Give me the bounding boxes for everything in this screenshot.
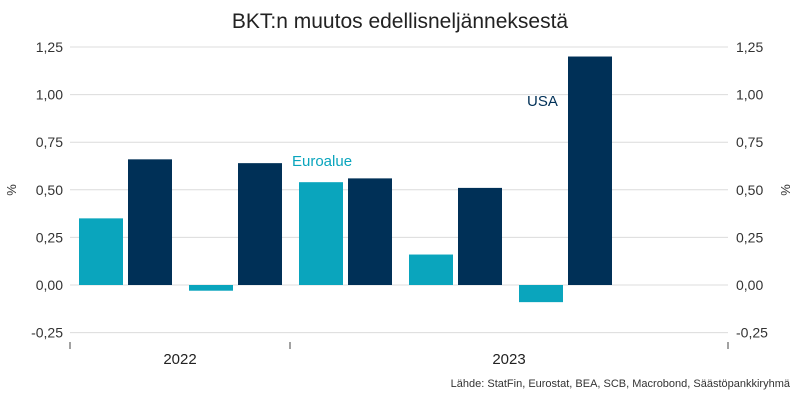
bar-euroalue-5 [519,285,563,303]
y-tick-label-left: -0,25 [31,325,63,341]
y-axis-label-left: % [4,184,19,196]
y-tick-label-right: 1,25 [736,39,763,55]
bar-euroalue-2 [189,285,233,291]
x-tick-label-2023: 2023 [492,351,525,368]
bar-usa-1 [128,159,172,285]
y-tick-label-left: 0,25 [36,229,63,245]
bar-usa-2 [238,163,282,285]
y-tick-label-right: -0,25 [736,325,768,341]
y-tick-label-right: 0,25 [736,229,763,245]
y-tick-label-right: 0,00 [736,277,763,293]
series-label-usa: USA [527,93,558,110]
y-axis-left: -0,25 0,00 0,25 0,50 0,75 1,00 1,25 [31,39,63,341]
bars [79,56,612,303]
y-tick-label-right: 0,75 [736,134,763,150]
y-axis-label-right: % [778,184,793,196]
series-label-euroalue: Euroalue [292,153,352,170]
y-tick-label-left: 1,00 [36,87,63,103]
chart-title: BKT:n muutos edellisneljänneksestä [232,10,569,33]
bar-usa-3 [348,178,392,285]
y-tick-label-left: 0,00 [36,277,63,293]
bar-euroalue-4 [409,254,453,285]
x-axis: 2022 2023 [69,342,729,368]
x-tick-label-2022: 2022 [163,351,196,368]
source-note: Lähde: StatFin, Eurostat, BEA, SCB, Macr… [451,378,791,390]
bar-usa-4 [458,187,502,285]
grid-lines [70,46,728,334]
y-tick-label-left: 1,25 [36,39,63,55]
y-tick-label-left: 0,50 [36,182,63,198]
bar-usa-5 [568,56,612,285]
y-tick-label-left: 0,75 [36,134,63,150]
bar-euroalue-3 [299,182,343,285]
bar-euroalue-1 [79,218,123,285]
y-axis-right: -0,25 0,00 0,25 0,50 0,75 1,00 1,25 [736,39,768,341]
y-tick-label-right: 0,50 [736,182,763,198]
y-tick-label-right: 1,00 [736,87,763,103]
